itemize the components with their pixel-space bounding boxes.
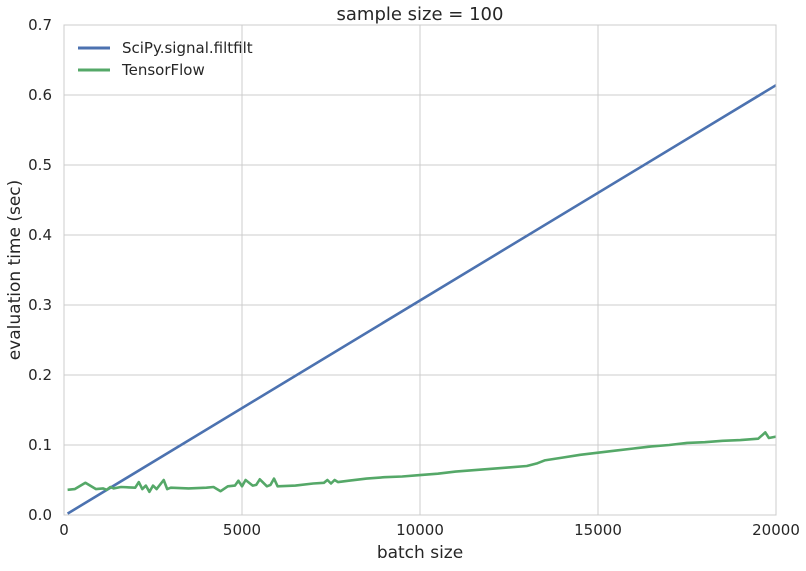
x-tick-labels: 0 5000 10000 15000 20000 [59, 521, 800, 539]
x-tick-label: 10000 [396, 521, 444, 539]
x-tick-label: 5000 [223, 521, 261, 539]
y-tick-label: 0.0 [28, 506, 52, 524]
y-tick-label: 0.4 [28, 226, 52, 244]
legend: SciPy.signal.filtfilt TensorFlow [78, 39, 253, 79]
series-line-scipy [66, 84, 777, 515]
y-tick-labels: 0.0 0.1 0.2 0.3 0.4 0.5 0.6 0.7 [28, 16, 52, 524]
series-layer [66, 84, 777, 515]
chart-title: sample size = 100 [337, 4, 504, 25]
x-tick-label: 20000 [752, 521, 800, 539]
series-line-tensorflow [67, 431, 777, 494]
y-tick-label: 0.5 [28, 156, 52, 174]
legend-label-scipy: SciPy.signal.filtfilt [122, 39, 253, 57]
y-tick-label: 0.6 [28, 86, 52, 104]
y-axis-label: evaluation time (sec) [5, 180, 25, 361]
plot-border [63, 24, 777, 516]
x-tick-label: 0 [59, 521, 69, 539]
x-tick-label: 15000 [574, 521, 622, 539]
grid-lines [63, 24, 777, 516]
x-axis-label: batch size [377, 543, 463, 563]
y-tick-label: 0.2 [28, 366, 52, 384]
y-tick-label: 0.1 [28, 436, 52, 454]
legend-label-tensorflow: TensorFlow [121, 61, 205, 79]
y-tick-label: 0.7 [28, 16, 52, 34]
y-tick-label: 0.3 [28, 296, 52, 314]
